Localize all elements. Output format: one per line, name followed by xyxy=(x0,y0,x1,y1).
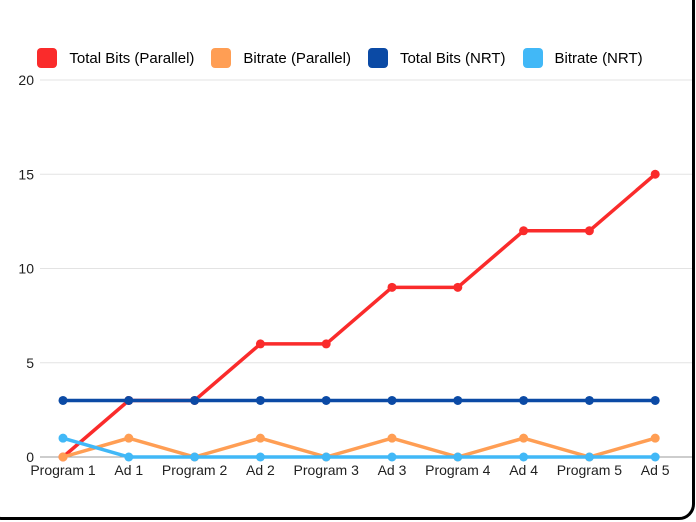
data-point xyxy=(58,452,68,462)
data-point xyxy=(650,169,660,179)
data-point xyxy=(255,395,265,405)
data-point xyxy=(255,433,265,443)
legend-swatch-red xyxy=(37,48,58,68)
legend-label: Bitrate (Parallel) xyxy=(243,49,351,67)
data-point xyxy=(124,395,134,405)
data-point xyxy=(387,452,397,462)
x-axis-label: Ad 4 xyxy=(509,462,538,478)
data-point xyxy=(519,433,529,443)
data-point xyxy=(387,395,397,405)
legend-swatch-sky xyxy=(522,48,543,68)
data-point xyxy=(58,433,68,443)
data-point xyxy=(453,282,463,292)
legend-label: Bitrate (NRT) xyxy=(554,49,643,67)
data-point xyxy=(584,226,594,236)
x-axis-label: Ad 1 xyxy=(114,462,143,478)
data-point xyxy=(584,395,594,405)
series-line-1 xyxy=(61,436,657,459)
data-point xyxy=(124,433,134,443)
legend-swatch-navy xyxy=(367,48,388,68)
x-axis-label: Ad 3 xyxy=(378,462,407,478)
y-axis-tick-20: 20 xyxy=(18,72,34,88)
data-point xyxy=(650,433,660,443)
x-axis-label: Program 5 xyxy=(557,462,623,478)
legend-item-bitrate-nrt[interactable]: Bitrate (NRT) xyxy=(522,48,643,68)
y-axis-tick-10: 10 xyxy=(18,261,34,277)
data-point xyxy=(190,452,200,462)
line-chart: 0 5 10 15 20 Program 1 Ad 1 Program 2 Ad 2 Progra… xyxy=(18,72,694,478)
x-axis-label: Program 1 xyxy=(30,462,96,478)
series-line-3 xyxy=(61,436,657,459)
data-point xyxy=(58,395,68,405)
data-point xyxy=(255,339,265,349)
data-point xyxy=(124,452,134,462)
data-point xyxy=(584,452,594,462)
data-point xyxy=(519,395,529,405)
x-axis-label: Ad 5 xyxy=(641,462,670,478)
data-point xyxy=(453,395,463,405)
data-point xyxy=(321,339,331,349)
legend-swatch-orange xyxy=(211,48,232,68)
series-line-0 xyxy=(61,172,657,459)
data-point xyxy=(190,395,200,405)
data-point xyxy=(453,452,463,462)
data-point xyxy=(387,433,397,443)
x-axis-label: Program 4 xyxy=(425,462,491,478)
legend-item-total-bits-nrt[interactable]: Total Bits (NRT) xyxy=(367,48,506,68)
data-point xyxy=(321,452,331,462)
data-point xyxy=(650,395,660,405)
data-point xyxy=(519,452,529,462)
data-point xyxy=(387,282,397,292)
y-axis-tick-15: 15 xyxy=(18,166,34,182)
legend-item-bitrate-parallel[interactable]: Bitrate (Parallel) xyxy=(211,48,351,68)
x-axis-label: Program 3 xyxy=(294,462,360,478)
data-point xyxy=(321,395,331,405)
legend-label: Total Bits (Parallel) xyxy=(69,49,195,67)
chart-legend: Total Bits (Parallel) Bitrate (Parallel)… xyxy=(0,46,680,70)
legend-label: Total Bits (NRT) xyxy=(399,49,506,67)
y-axis-tick-0: 0 xyxy=(26,449,34,465)
legend-item-total-bits-parallel[interactable]: Total Bits (Parallel) xyxy=(37,48,194,68)
data-point xyxy=(650,452,660,462)
x-axis-label: Ad 2 xyxy=(246,462,275,478)
data-point xyxy=(519,226,529,236)
x-axis-label: Program 2 xyxy=(162,462,228,478)
data-point xyxy=(255,452,265,462)
y-axis-tick-5: 5 xyxy=(26,355,34,371)
